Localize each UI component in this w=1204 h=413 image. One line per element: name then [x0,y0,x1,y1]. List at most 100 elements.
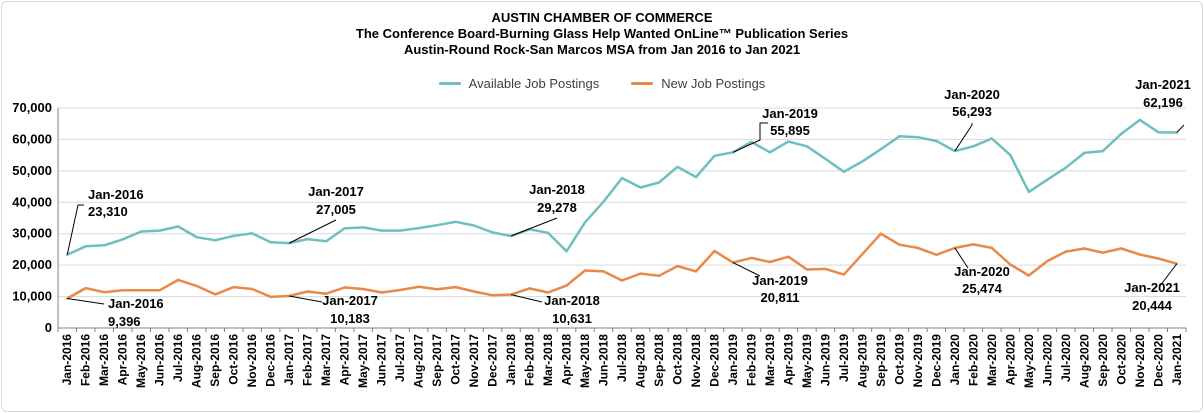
data-point [121,289,124,292]
x-tick-label: Mar-2019 [763,334,777,386]
data-point [639,186,642,189]
x-tick-label: Sep-2020 [1096,334,1110,387]
callout-value-new: 20,444 [1132,298,1173,313]
x-tick-label: Sep-2017 [430,334,444,387]
callout-value-new: 10,183 [330,311,370,326]
y-tick-label: 40,000 [12,194,52,209]
x-tick-label: Apr-2018 [560,334,574,386]
x-tick-label: Nov-2016 [245,334,259,388]
data-point [269,295,272,299]
y-tick-label: 50,000 [12,163,52,178]
data-point [916,246,920,250]
x-tick-label: Jan-2017 [282,334,296,386]
data-point [435,224,439,227]
data-point [935,253,938,256]
data-point [1120,132,1123,135]
data-point [84,286,87,290]
data-point [990,246,994,250]
x-tick-label: Nov-2018 [689,334,703,388]
x-tick-label: Oct-2018 [670,334,684,385]
callout-leader-available [1176,124,1185,133]
data-point [879,147,883,151]
x-tick-label: Jan-2021 [1170,334,1184,386]
x-tick-label: May-2018 [578,334,592,388]
x-tick-label: May-2017 [356,334,370,388]
data-point [103,290,106,294]
x-tick-label: Nov-2017 [467,334,481,388]
data-point [750,140,753,144]
x-tick-label: Nov-2020 [1133,334,1147,388]
data-point [620,279,624,282]
data-point [694,175,698,179]
data-point [398,229,402,232]
data-point [824,157,827,161]
x-tick-label: Jun-2019 [818,334,832,386]
callout-leader-available [732,122,768,153]
data-point [898,135,901,138]
callout-date-available: Jan-2020 [944,87,1000,102]
x-tick-label: May-2020 [1022,334,1036,388]
data-point [898,243,901,246]
data-point [824,267,827,271]
x-tick-label: Apr-2017 [338,334,352,386]
data-point [768,151,772,154]
y-tick-label: 30,000 [12,226,52,241]
x-tick-label: Jul-2018 [615,334,629,382]
x-tick-label: Sep-2019 [874,334,888,387]
data-point [324,292,328,295]
x-tick-label: Jun-2018 [597,334,611,386]
data-point [565,284,568,287]
callout-leader-available [288,219,337,244]
x-tick-label: Mar-2020 [985,334,999,386]
x-tick-label: Aug-2019 [855,334,869,388]
data-point [472,224,476,227]
callout-leader-new [289,295,323,303]
data-point [1120,247,1123,250]
x-tick-label: Dec-2018 [707,334,721,387]
x-tick-label: Oct-2019 [892,334,906,385]
data-point [213,239,217,242]
callout-leader-available [66,204,84,255]
data-point [176,225,180,228]
callout-value-available: 29,278 [537,200,577,215]
callout-leader-new [510,294,543,303]
data-point [232,234,235,238]
callout-leader-new [954,247,969,269]
x-tick-label: Sep-2018 [652,334,666,387]
data-point [583,269,587,272]
callout-value-available: 27,005 [316,202,356,217]
x-tick-label: Sep-2016 [208,334,222,387]
legend-item-available: Available Job Postings [438,76,600,91]
data-point [269,241,272,244]
callout-leader-new [67,297,105,305]
data-point [657,181,661,184]
data-point [787,140,790,143]
callout-date-available: Jan-2016 [88,187,144,202]
callout-date-new: Jan-2020 [954,264,1010,279]
data-point [565,250,568,253]
series-line-available [66,118,1177,256]
data-point [140,289,143,292]
x-tick-label: Oct-2020 [1114,334,1128,385]
data-point [1157,131,1160,134]
data-point [103,244,106,247]
legend-label-available: Available Job Postings [468,76,600,91]
data-point [676,264,679,268]
data-point [546,231,550,234]
data-point [195,235,198,239]
x-tick-label: Mar-2017 [319,334,333,386]
x-tick-label: Feb-2020 [966,334,980,386]
data-point [620,176,624,180]
x-tick-label: May-2016 [134,334,148,388]
data-point [842,170,846,173]
x-tick-label: Oct-2017 [449,334,463,385]
series-line-new [66,232,1178,300]
data-point [694,270,698,273]
chart-titles: AUSTIN CHAMBER OF COMMERCE The Conferenc… [2,10,1202,58]
callout-value-new: 25,474 [962,281,1003,296]
data-point [1064,166,1068,169]
data-point [306,290,309,293]
data-point [768,260,772,264]
x-tick-label: Jul-2019 [837,334,851,382]
